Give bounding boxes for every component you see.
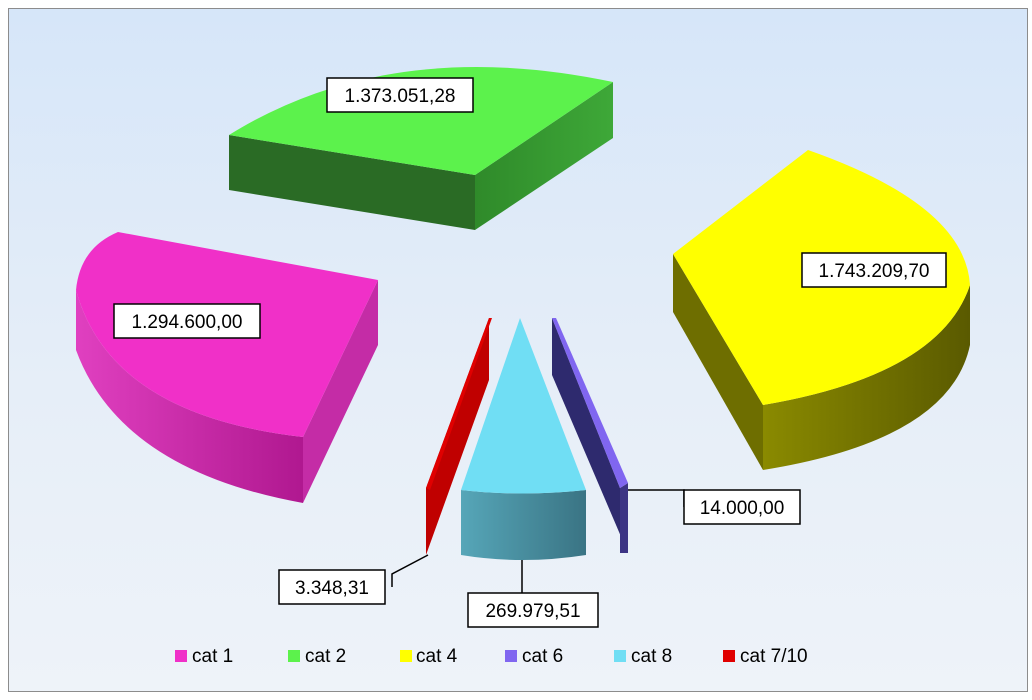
data-label-cat-2: 1.373.051,28 — [326, 77, 474, 113]
slice-cat-2 — [229, 66, 613, 230]
legend-item-cat-2: cat 2 — [288, 646, 346, 667]
svg-text:cat 1: cat 1 — [192, 646, 233, 667]
slice-cat-7-10 — [426, 318, 492, 555]
legend-item-cat-1: cat 1 — [175, 646, 233, 667]
slice-cat-1 — [76, 232, 378, 503]
legend-item-cat-8: cat 8 — [614, 646, 672, 667]
svg-text:14.000,00: 14.000,00 — [700, 498, 785, 519]
legend-swatch-cat-1 — [175, 650, 187, 662]
legend: cat 1 cat 2 cat 4 cat 6 cat 8 cat 7/10 — [175, 646, 808, 667]
slice-cat-4 — [673, 150, 970, 470]
data-label-cat-8: 269.979,51 — [467, 592, 599, 628]
svg-text:cat 7/10: cat 7/10 — [740, 646, 808, 667]
data-label-cat-6: 14.000,00 — [683, 489, 801, 525]
legend-item-cat-6: cat 6 — [505, 646, 563, 667]
data-label-cat-4: 1.743.209,70 — [801, 252, 947, 288]
legend-swatch-cat-2 — [288, 650, 300, 662]
svg-text:1.294.600,00: 1.294.600,00 — [132, 312, 243, 333]
leader-line-cat-7-10 — [391, 554, 429, 587]
leader-line-cat-6 — [628, 489, 685, 507]
legend-item-cat-7-10: cat 7/10 — [723, 646, 808, 667]
svg-text:cat 8: cat 8 — [631, 646, 672, 667]
svg-text:269.979,51: 269.979,51 — [485, 601, 580, 622]
svg-text:cat 2: cat 2 — [305, 646, 346, 667]
svg-text:1.373.051,28: 1.373.051,28 — [345, 86, 456, 107]
legend-swatch-cat-8 — [614, 650, 626, 662]
svg-text:1.743.209,70: 1.743.209,70 — [819, 261, 930, 282]
legend-item-cat-4: cat 4 — [400, 646, 458, 667]
data-label-cat-7-10: 3.348,31 — [278, 569, 386, 605]
svg-text:cat 6: cat 6 — [522, 646, 563, 667]
slice-cat-8 — [461, 318, 586, 560]
svg-text:3.348,31: 3.348,31 — [295, 578, 369, 599]
slice-cat-6 — [552, 318, 628, 553]
legend-swatch-cat-4 — [400, 650, 412, 662]
legend-swatch-cat-7-10 — [723, 650, 735, 662]
data-label-cat-1: 1.294.600,00 — [113, 303, 261, 339]
legend-swatch-cat-6 — [505, 650, 517, 662]
svg-text:cat 4: cat 4 — [416, 646, 458, 667]
